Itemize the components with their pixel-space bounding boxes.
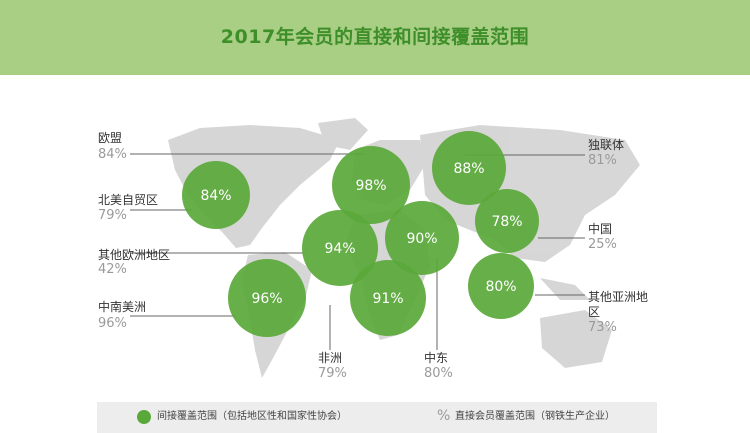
bubble-nafta bbox=[182, 161, 250, 229]
bubble-label-africa: 91% bbox=[372, 291, 403, 307]
bubble-other-europe bbox=[302, 210, 378, 286]
bubble-cis bbox=[432, 131, 506, 205]
label-africa-name: 非洲 bbox=[318, 351, 343, 365]
label-cis-direct: 81% bbox=[588, 153, 617, 168]
legend-percent-symbol: % bbox=[437, 408, 451, 424]
bubble-label-cis: 88% bbox=[453, 161, 484, 177]
label-africa-direct: 79% bbox=[318, 366, 347, 381]
label-mideast-name: 中东 bbox=[424, 351, 449, 365]
bubble-china bbox=[475, 189, 539, 253]
label-mideast-direct: 80% bbox=[424, 366, 453, 381]
label-other-europe-direct: 42% bbox=[98, 262, 127, 277]
legend-bubble-icon bbox=[137, 410, 151, 424]
label-cis-name: 独联体 bbox=[588, 138, 625, 152]
bubble-label-china: 78% bbox=[491, 214, 522, 230]
bubble-label-latam: 96% bbox=[251, 291, 282, 307]
legend-bar bbox=[97, 402, 657, 433]
world-map-chart: 98% 84% 94% 96% 91% 90% 88% 78% 80% bbox=[130, 118, 640, 378]
legend-indirect-label: 间接覆盖范围（包括地区性和国家性协会） bbox=[157, 411, 347, 422]
bubble-africa bbox=[350, 260, 426, 336]
label-latam-direct: 96% bbox=[98, 316, 127, 331]
label-other-asia-name: 其他亚洲地区 bbox=[588, 290, 649, 319]
label-eu-direct: 84% bbox=[98, 147, 127, 162]
legend-direct-label: 直接会员覆盖范围（钢铁生产企业） bbox=[455, 411, 615, 422]
label-nafta-name: 北美自贸区 bbox=[98, 193, 159, 207]
bubble-eu bbox=[332, 146, 410, 224]
bubble-label-other-asia: 80% bbox=[485, 279, 516, 295]
header-band bbox=[0, 0, 750, 75]
bubble-label-other-europe: 94% bbox=[324, 241, 355, 257]
label-nafta-direct: 79% bbox=[98, 208, 127, 223]
label-china-direct: 25% bbox=[588, 237, 617, 252]
label-other-europe-name: 其他欧洲地区 bbox=[98, 248, 171, 262]
leader-lines bbox=[130, 153, 585, 350]
label-eu-name: 欧盟 bbox=[98, 131, 123, 145]
label-latam-name: 中南美洲 bbox=[98, 300, 147, 314]
bubbles-layer: 98% 84% 94% 96% 91% 90% 88% 78% 80% bbox=[182, 131, 539, 337]
bubble-latam bbox=[228, 259, 306, 337]
chart-title: 2017年会员的直接和间接覆盖范围 bbox=[220, 26, 530, 48]
bubble-mideast bbox=[385, 201, 459, 275]
bubble-label-mideast: 90% bbox=[406, 231, 437, 247]
label-other-asia-direct: 73% bbox=[588, 320, 617, 335]
bubble-label-eu: 98% bbox=[355, 178, 386, 194]
bubble-label-nafta: 84% bbox=[200, 188, 231, 204]
bubble-other-asia bbox=[468, 253, 534, 319]
label-china-name: 中国 bbox=[588, 222, 613, 236]
